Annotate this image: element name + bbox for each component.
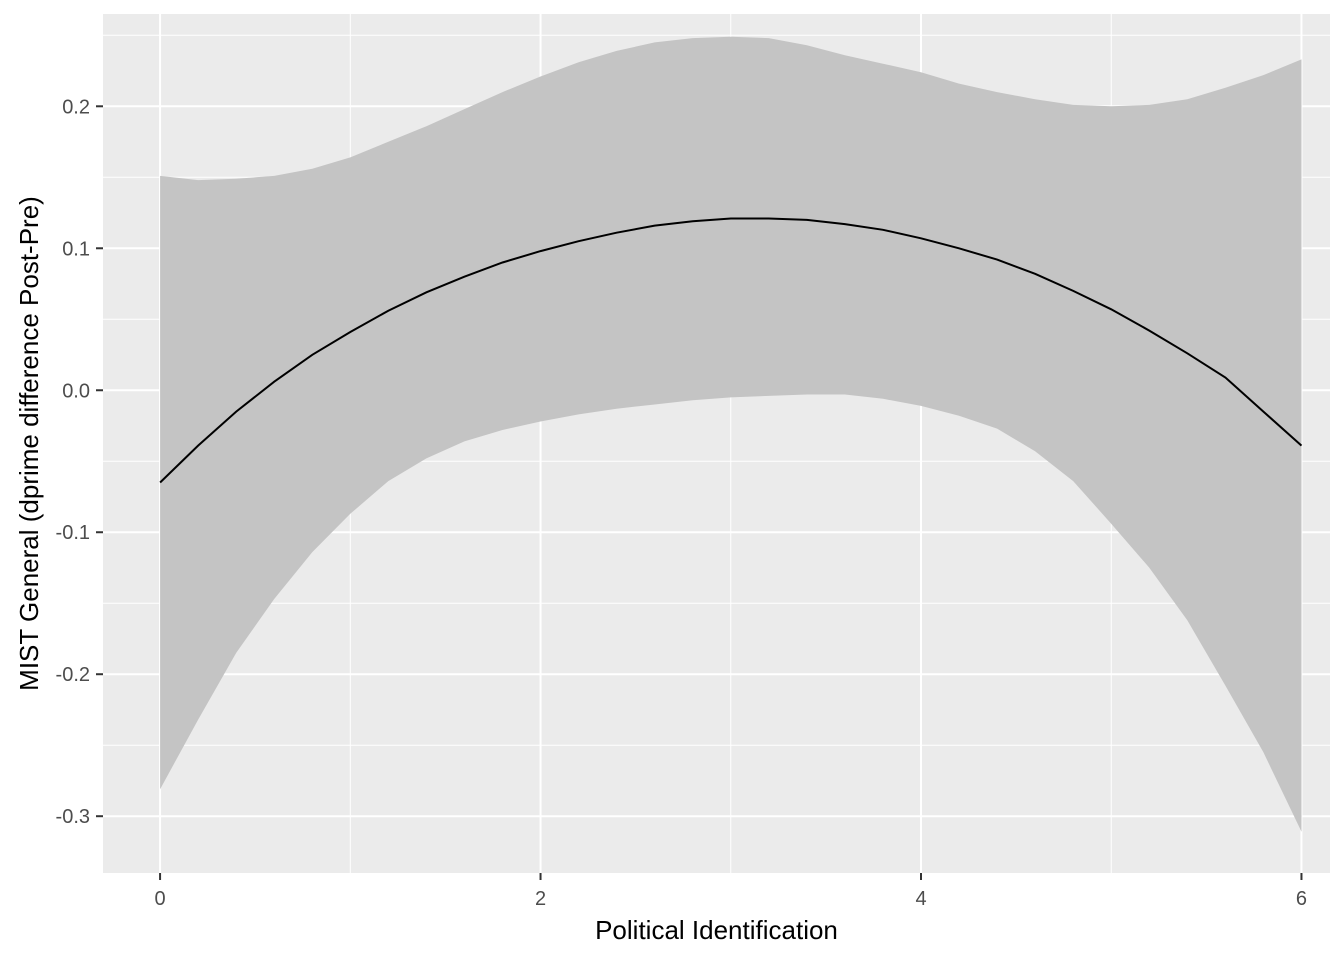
confidence-ribbon bbox=[160, 36, 1302, 832]
fit-line bbox=[159, 217, 1303, 484]
y-axis-title: MIST General (dprime difference Post-Pre… bbox=[14, 196, 44, 691]
x-tick-label: 6 bbox=[1296, 888, 1307, 910]
y-tick-label: -0.3 bbox=[56, 806, 90, 828]
x-axis-title: Political Identification bbox=[595, 915, 838, 945]
y-tick-label: 0.1 bbox=[62, 238, 90, 260]
x-tick-label: 2 bbox=[535, 888, 546, 910]
x-tick-label: 0 bbox=[155, 888, 166, 910]
y-tick-label: -0.1 bbox=[56, 522, 90, 544]
y-tick-label: 0.2 bbox=[62, 96, 90, 118]
y-axis-ticks: -0.3 -0.2 -0.1 0.0 0.1 0.2 bbox=[56, 96, 103, 828]
x-tick-label: 4 bbox=[915, 888, 926, 910]
y-tick-label: 0.0 bbox=[62, 380, 90, 402]
x-axis-ticks: 0 2 4 6 bbox=[155, 873, 1307, 910]
y-tick-label: -0.2 bbox=[56, 664, 90, 686]
